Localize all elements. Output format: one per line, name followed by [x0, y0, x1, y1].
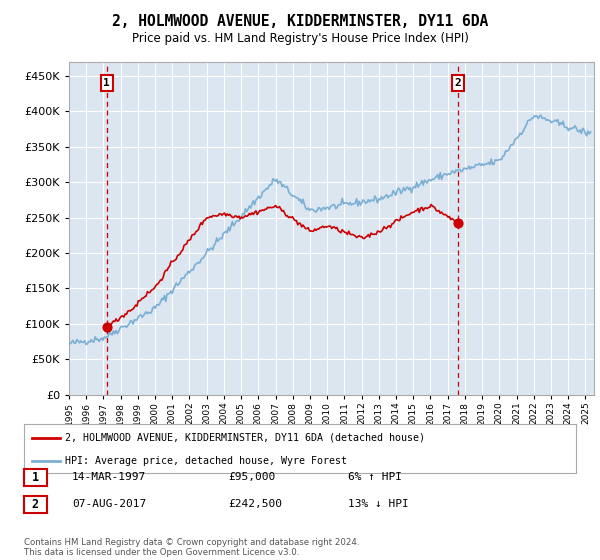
Point: [453, 218, 463, 227]
Text: 2: 2: [32, 498, 39, 511]
Text: 07-AUG-2017: 07-AUG-2017: [72, 499, 146, 509]
Text: 2, HOLMWOOD AVENUE, KIDDERMINSTER, DY11 6DA (detached house): 2, HOLMWOOD AVENUE, KIDDERMINSTER, DY11 …: [65, 433, 425, 443]
Text: 1: 1: [32, 471, 39, 484]
Text: 13% ↓ HPI: 13% ↓ HPI: [348, 499, 409, 509]
Text: 14-MAR-1997: 14-MAR-1997: [72, 472, 146, 482]
Text: 6% ↑ HPI: 6% ↑ HPI: [348, 472, 402, 482]
Point: [102, 323, 112, 332]
Text: 1: 1: [103, 78, 110, 88]
Text: 2, HOLMWOOD AVENUE, KIDDERMINSTER, DY11 6DA: 2, HOLMWOOD AVENUE, KIDDERMINSTER, DY11 …: [112, 14, 488, 29]
Text: £242,500: £242,500: [228, 499, 282, 509]
Text: Price paid vs. HM Land Registry's House Price Index (HPI): Price paid vs. HM Land Registry's House …: [131, 32, 469, 45]
Text: £95,000: £95,000: [228, 472, 275, 482]
Text: HPI: Average price, detached house, Wyre Forest: HPI: Average price, detached house, Wyre…: [65, 456, 347, 466]
Text: 2: 2: [455, 78, 461, 88]
Text: Contains HM Land Registry data © Crown copyright and database right 2024.
This d: Contains HM Land Registry data © Crown c…: [24, 538, 359, 557]
